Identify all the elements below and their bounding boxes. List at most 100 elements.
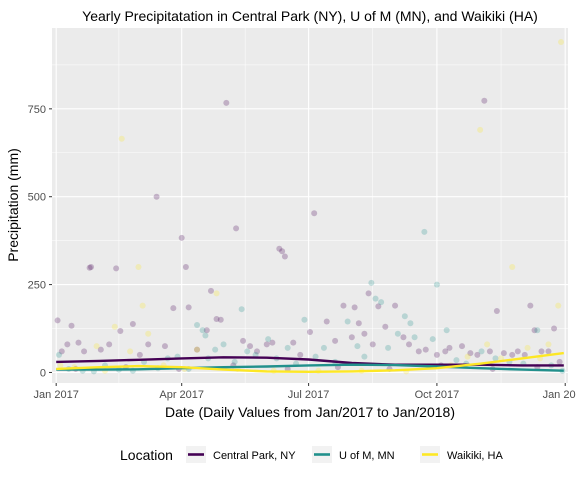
data-point-series-0: [406, 341, 413, 348]
data-point-series-0: [170, 305, 177, 312]
data-point-series-0: [369, 341, 376, 348]
data-point-series-0: [182, 264, 189, 271]
data-point-series-1: [301, 316, 308, 323]
data-point-series-1: [220, 341, 227, 348]
data-point-series-0: [442, 348, 449, 355]
data-point-series-1: [433, 281, 440, 288]
data-point-series-0: [500, 350, 507, 357]
data-point-series-2: [484, 341, 491, 348]
data-point-series-1: [238, 306, 245, 313]
legend-entry-label: Waikiki, HA: [447, 450, 503, 462]
y-tick-label: 750: [28, 104, 46, 116]
minor-grid: [52, 28, 568, 383]
data-point-series-0: [203, 327, 210, 334]
data-point-series-0: [375, 303, 382, 310]
data-point-series-0: [276, 245, 283, 252]
data-point-series-0: [281, 253, 288, 260]
data-point-series-0: [446, 344, 453, 351]
data-point-series-0: [355, 320, 362, 327]
data-point-series-1: [344, 318, 351, 325]
data-point-series-0: [474, 351, 481, 358]
data-point-series-0: [233, 225, 240, 232]
data-point-series-0: [263, 341, 270, 348]
data-point-series-0: [97, 346, 104, 353]
data-point-series-0: [68, 322, 75, 329]
data-point-series-0: [129, 320, 136, 327]
data-point-series-0: [290, 339, 297, 346]
data-point-series-0: [365, 290, 372, 297]
data-point-series-1: [385, 344, 392, 351]
data-point-series-0: [88, 264, 95, 271]
trend-lines: [56, 351, 564, 373]
data-point-series-0: [247, 343, 254, 350]
x-tick-label: Jan 2017: [34, 389, 79, 401]
data-point-series-0: [117, 327, 124, 334]
data-point-series-1: [394, 330, 401, 337]
data-point-series-0: [223, 99, 230, 106]
x-tick-label: Jul 2017: [288, 389, 330, 401]
data-point-series-0: [269, 339, 276, 346]
data-point-series-1: [202, 332, 209, 339]
x-tick-label: Oct 2017: [415, 389, 460, 401]
data-point-series-0: [153, 193, 160, 200]
data-point-series-2: [57, 362, 64, 369]
data-point-series-0: [332, 337, 339, 344]
data-point-series-0: [538, 348, 545, 355]
data-point-series-0: [81, 348, 88, 355]
y-tick-label: 0: [40, 367, 46, 379]
data-point-series-0: [351, 304, 358, 311]
data-point-series-0: [297, 351, 304, 358]
y-axis-title: Precipitation (mm): [5, 148, 21, 262]
data-point-series-1: [354, 343, 361, 350]
data-point-series-0: [323, 318, 330, 325]
data-point-series-0: [527, 302, 534, 309]
data-point-series-1: [368, 279, 375, 286]
data-point-series-2: [194, 346, 201, 353]
data-point-series-1: [378, 299, 385, 306]
data-point-series-0: [467, 350, 474, 357]
data-point-series-0: [75, 339, 82, 346]
data-point-series-0: [400, 334, 407, 341]
data-point-series-1: [194, 322, 201, 329]
data-point-series-0: [207, 287, 214, 294]
data-point-series-0: [194, 346, 201, 353]
legend-entry-label: Central Park, NY: [213, 450, 296, 462]
data-point-series-0: [486, 348, 493, 355]
data-point-series-0: [161, 343, 168, 350]
data-point-series-1: [284, 344, 291, 351]
data-point-series-1: [199, 327, 206, 334]
data-point-series-0: [433, 351, 440, 358]
data-point-series-1: [55, 351, 62, 358]
data-point-series-0: [422, 346, 429, 353]
data-point-series-1: [453, 357, 460, 364]
data-point-series-0: [217, 316, 224, 323]
data-point-series-0: [240, 337, 247, 344]
x-axis-ticks: Jan 2017 Apr 2017 Jul 2017 Oct 2017 Jan 2018: [34, 383, 576, 401]
data-point-series-1: [492, 355, 499, 362]
data-point-series-1: [534, 327, 541, 334]
x-tick-label: Jan 2018: [543, 389, 576, 401]
data-point-series-1: [320, 344, 327, 351]
major-grid: [52, 28, 568, 383]
data-point-series-1: [443, 327, 450, 334]
data-point-series-0: [64, 341, 71, 348]
data-point-series-0: [213, 316, 220, 323]
data-point-series-2: [127, 348, 134, 355]
data-point-series-0: [185, 304, 192, 311]
data-point-series-0: [509, 351, 516, 358]
data-point-series-0: [106, 341, 113, 348]
trend-line-series-2: [56, 351, 564, 373]
data-point-series-0: [54, 317, 61, 324]
data-point-series-2: [213, 290, 220, 297]
data-point-series-0: [348, 334, 355, 341]
data-point-series-0: [382, 323, 389, 330]
data-point-series-2: [139, 302, 146, 309]
data-point-series-0: [551, 325, 558, 332]
data-point-series-1: [401, 313, 408, 320]
data-point-series-0: [58, 348, 65, 355]
legend-entry-label: U of M, MN: [339, 450, 395, 462]
y-tick-label: 500: [28, 192, 46, 204]
data-point-series-0: [545, 348, 552, 355]
data-point-series-2: [135, 264, 142, 271]
